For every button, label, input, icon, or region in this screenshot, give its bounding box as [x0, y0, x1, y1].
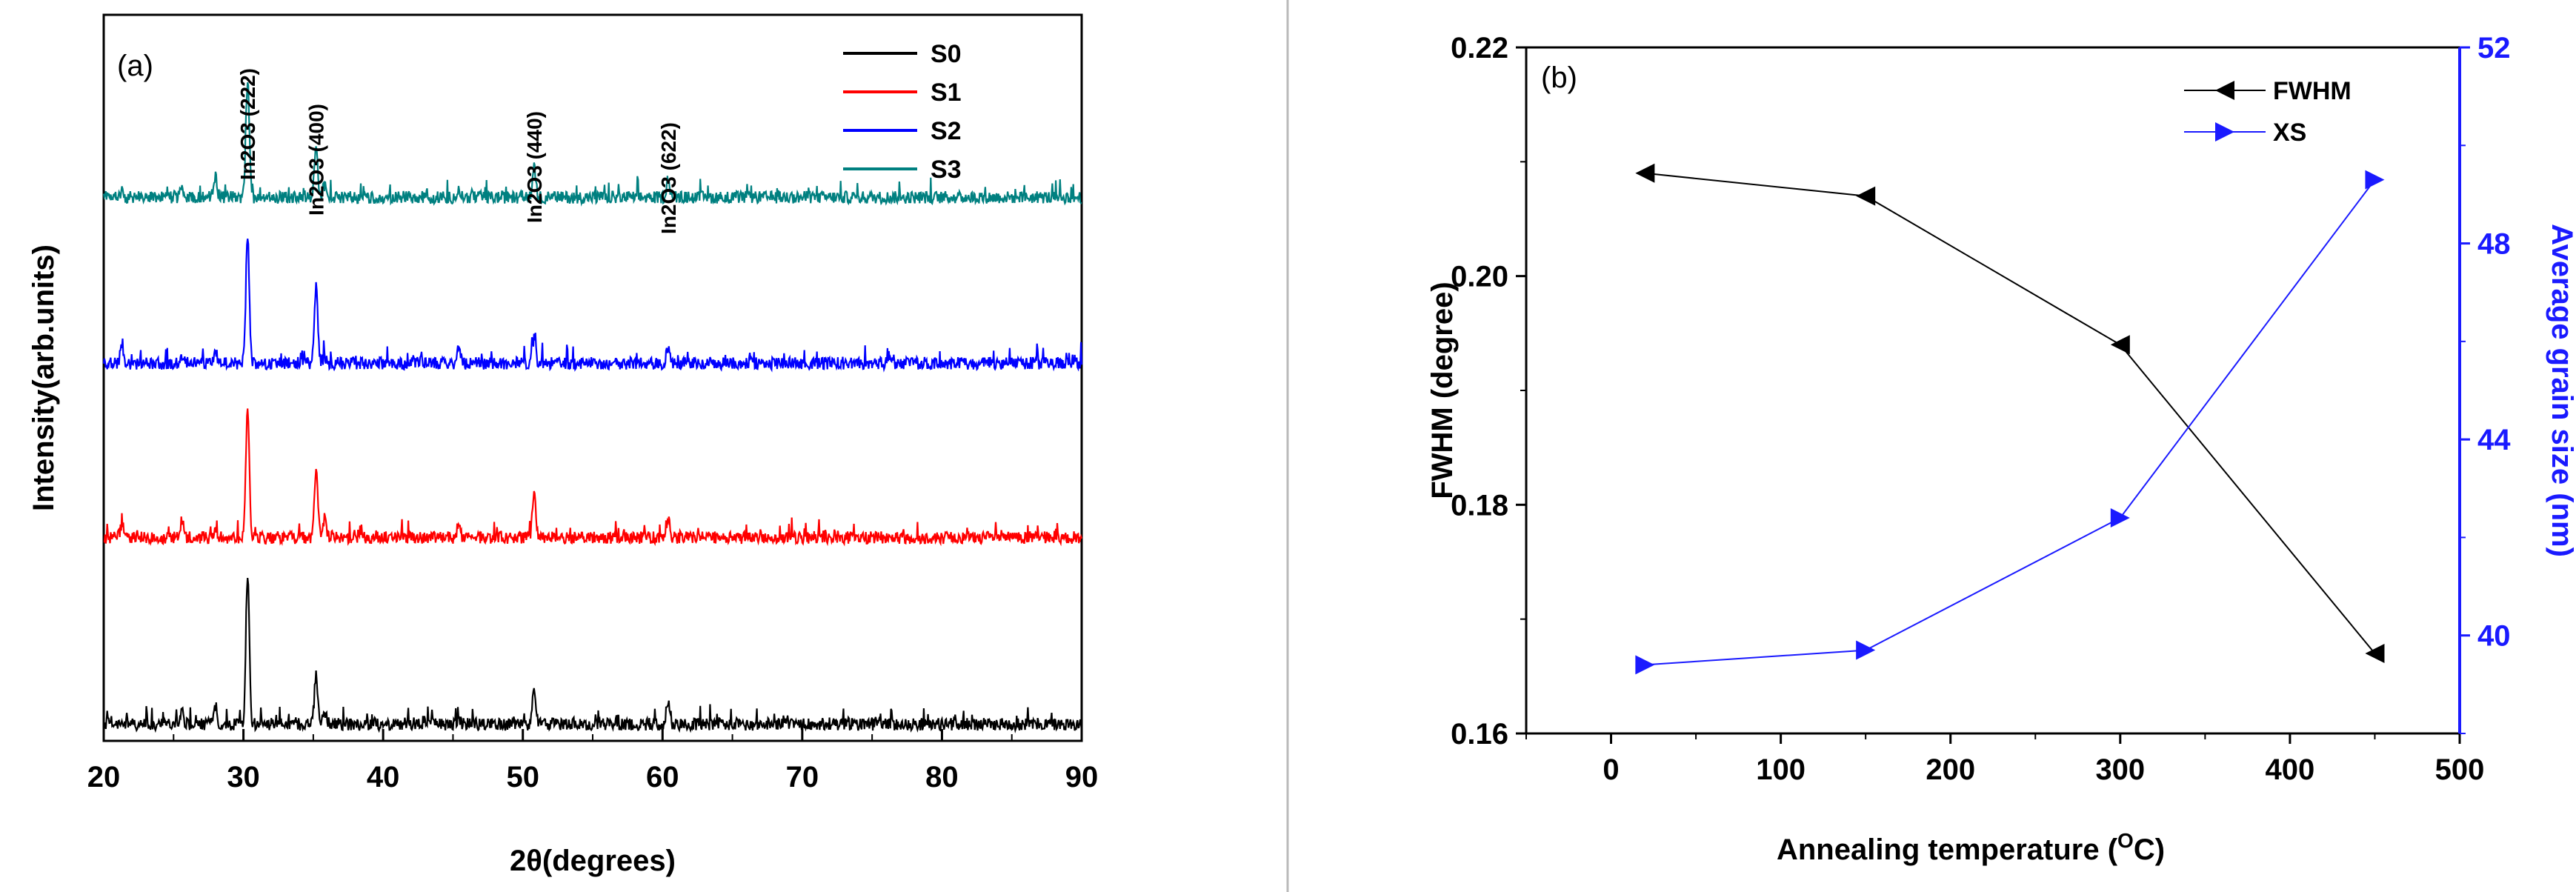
panel-a-label: (a) — [117, 50, 153, 82]
panel-a-peak-label: In2O3 (440) — [523, 111, 546, 223]
panel-a-legend-label-s3: S3 — [931, 156, 962, 184]
panel-b-right-tick-label: 40 — [2477, 620, 2511, 653]
panel-a-legend: S0 S1 S2 S3 — [843, 40, 962, 184]
panel-b-marker-xs — [1635, 655, 1655, 675]
panel-b-legend: FWHM XS — [2184, 77, 2352, 147]
panel-b-left-tick-label: 0.22 — [1451, 32, 1508, 64]
panel-a-legend-label-s2: S2 — [931, 117, 962, 145]
panel-a-x-tick-label: 60 — [646, 761, 679, 793]
panel-a-series-line-s2 — [102, 239, 1083, 373]
panel-b-x-ticks: 0 100 200 300 400 500 — [1525, 733, 2485, 786]
panel-b-x-tick-label: 300 — [2095, 753, 2145, 786]
panel-b-marker-fwhm — [1635, 163, 1655, 183]
panel-b-marker-fwhm — [2110, 335, 2130, 355]
panel-b-series-line-xs — [1645, 179, 2376, 666]
panel-a: (a) 2θ(degrees) Intensity(arb.units) 20 3… — [27, 13, 1099, 877]
panel-a-series-line-s0 — [102, 577, 1083, 733]
panel-a-x-axis-label: 2θ(degrees) — [510, 845, 676, 877]
panel-a-y-axis-label: Intensity(arb.units) — [27, 244, 60, 511]
panel-b-x-tick-label: 0 — [1602, 753, 1619, 786]
panel-a-x-tick-label: 80 — [925, 761, 959, 793]
panel-b-series — [1635, 163, 2385, 675]
panel-b-left-y-axis-label: FWHM (degree) — [1426, 282, 1459, 499]
panel-b-left-tick-label: 0.16 — [1451, 718, 1508, 750]
panel-b-marker-fwhm — [1856, 186, 1876, 206]
panel-b-legend-label-xs: XS — [2273, 119, 2306, 147]
panel-a-x-tick-label: 90 — [1065, 761, 1099, 793]
panel-b-marker-fwhm — [2365, 643, 2385, 663]
panel-a-peak-label: In2O3 (222) — [236, 68, 259, 180]
panel-a-legend-label-s0: S0 — [931, 40, 962, 68]
panel-b-x-tick-label: 100 — [1756, 753, 1805, 786]
panel-b-x-tick-label: 200 — [1926, 753, 1975, 786]
panel-a-x-tick-label: 50 — [506, 761, 539, 793]
panel-b-left-y-ticks: 0.16 0.18 0.20 0.22 — [1451, 32, 1526, 750]
panel-b-plot-frame — [1525, 46, 2461, 735]
panel-b-right-y-axis-label: Average grain size (nm) — [2546, 224, 2576, 557]
panel-a-x-tick-label: 20 — [87, 761, 121, 793]
panel-b-series-line-fwhm — [1645, 172, 2376, 654]
panel-b-legend-marker-fwhm — [2215, 81, 2234, 100]
panel-b-right-tick-label: 52 — [2477, 32, 2511, 64]
panel-b-right-tick-label: 48 — [2477, 228, 2511, 261]
panel-a-x-tick-label: 70 — [786, 761, 819, 793]
panel-a-legend-label-s1: S1 — [931, 79, 962, 107]
panel-a-x-tick-label: 40 — [367, 761, 400, 793]
panel-a-x-tick-label: 30 — [227, 761, 260, 793]
panel-b-marker-xs — [1856, 640, 1876, 660]
panel-a-peak-labels: In2O3 (222) In2O3 (400) In2O3 (440) In2O3 (… — [236, 68, 680, 234]
panel-b-left-tick-label: 0.18 — [1451, 489, 1508, 522]
panel-b-x-axis-label: Annealing temperature (OC) — [1777, 829, 2165, 866]
panel-a-series — [102, 81, 1083, 733]
panel-a-peak-label: In2O3 (400) — [305, 104, 328, 216]
panel-b-marker-xs — [2110, 507, 2130, 527]
panel-b: (b) Annealing temperature (OC) FWHM (deg… — [1426, 32, 2576, 866]
panel-a-series-line-s3 — [102, 81, 1082, 207]
panel-b-x-tick-label: 400 — [2266, 753, 2315, 786]
panel-b-right-tick-label: 44 — [2477, 424, 2511, 456]
panel-b-left-tick-label: 0.20 — [1451, 261, 1508, 293]
panel-b-legend-marker-xs — [2215, 122, 2234, 142]
panel-b-right-y-ticks: 40 44 48 52 — [2460, 32, 2511, 734]
panel-a-x-ticks: 20 30 40 50 60 70 80 90 — [87, 729, 1099, 793]
panel-b-x-tick-label: 500 — [2435, 753, 2485, 786]
panel-b-legend-label-fwhm: FWHM — [2273, 77, 2352, 105]
panel-b-marker-xs — [2365, 170, 2385, 190]
panel-a-series-line-s1 — [103, 408, 1083, 547]
panel-a-peak-label: In2O3 (622) — [657, 122, 680, 234]
panel-b-label: (b) — [1541, 61, 1577, 94]
